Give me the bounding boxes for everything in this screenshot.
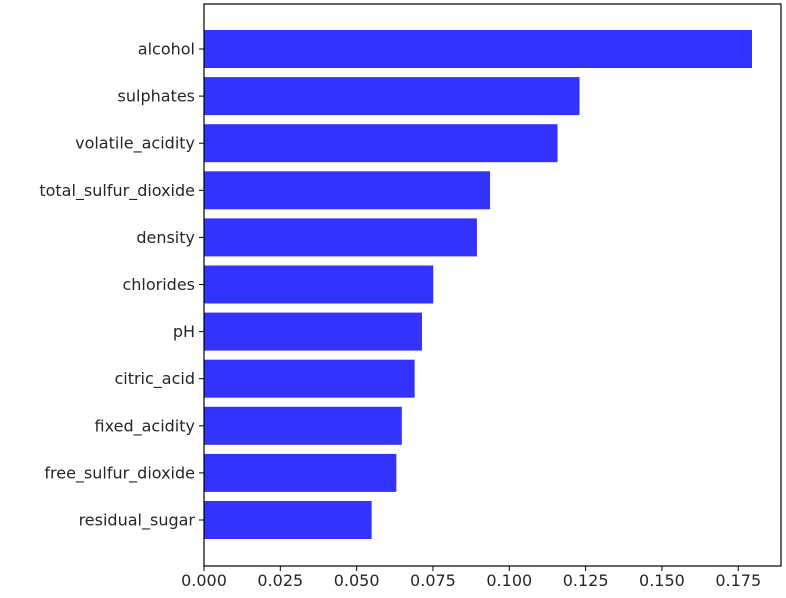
plot-frame — [203, 3, 782, 567]
bar-residual-sugar — [204, 501, 372, 539]
x-tick-label: 0.125 — [563, 571, 609, 590]
y-tick-marks — [199, 48, 204, 521]
y-tick-label: alcohol — [138, 40, 195, 59]
bar-citric-acid — [204, 359, 415, 398]
x-tick-marks — [203, 566, 739, 571]
y-tick-label: free_sulfur_dioxide — [44, 463, 195, 483]
bar-free-sulfur-dioxide — [204, 453, 397, 492]
bar-density — [204, 218, 477, 257]
y-tick-label: residual_sugar — [79, 511, 196, 531]
bar-fixed-acidity — [204, 406, 402, 445]
x-tick-label: 0.150 — [639, 571, 685, 590]
y-tick-label: volatile_acidity — [75, 134, 195, 154]
bar-chlorides — [204, 265, 434, 304]
y-tick-labels: alcohol sulphates volatile_acidity total_su… — [39, 40, 195, 531]
x-tick-label: 0.000 — [181, 571, 227, 590]
bar-volatile-acidity — [204, 124, 558, 163]
y-tick-label: total_sulfur_dioxide — [39, 181, 195, 201]
x-tick-label: 0.175 — [715, 571, 761, 590]
bar-ph — [204, 312, 422, 351]
y-tick-label: citric_acid — [114, 369, 195, 389]
x-tick-label: 0.075 — [410, 571, 456, 590]
x-tick-label: 0.050 — [334, 571, 380, 590]
y-tick-label: density — [136, 228, 195, 247]
y-tick-label: pH — [173, 322, 195, 341]
y-tick-label: sulphates — [118, 87, 195, 106]
x-tick-label: 0.100 — [486, 571, 532, 590]
bar-sulphates — [204, 77, 580, 116]
bar-alcohol — [204, 30, 752, 68]
x-tick-label: 0.025 — [257, 571, 303, 590]
x-tick-labels: 0.000 0.025 0.050 0.075 0.100 0.125 0.150 0.175 — [181, 571, 761, 590]
bar-total-sulfur-dioxide — [204, 171, 491, 210]
y-tick-label: chlorides — [122, 275, 195, 294]
bars-group — [204, 30, 752, 539]
y-tick-label: fixed_acidity — [95, 416, 195, 436]
